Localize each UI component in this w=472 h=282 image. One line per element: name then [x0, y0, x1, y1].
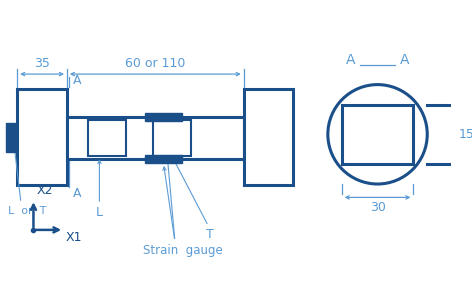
Text: A: A	[346, 53, 355, 67]
Bar	[88, 120, 126, 156]
Bar	[6, 123, 17, 151]
Bar	[145, 155, 182, 163]
Text: A: A	[73, 187, 81, 200]
Circle shape	[328, 85, 427, 184]
Bar	[244, 89, 294, 185]
Text: 35: 35	[34, 57, 50, 70]
Bar	[153, 120, 191, 156]
Bar	[342, 105, 413, 164]
Bar	[67, 117, 244, 159]
Text: X2: X2	[36, 184, 53, 197]
Bar	[145, 113, 182, 121]
Text: X1: X1	[66, 231, 83, 244]
Text: L  or  T: L or T	[8, 206, 46, 216]
Text: A: A	[400, 53, 409, 67]
Text: 60 or 110: 60 or 110	[125, 57, 185, 70]
Text: 30: 30	[370, 201, 386, 214]
Text: 15: 15	[459, 128, 472, 141]
Text: T: T	[206, 228, 214, 241]
Text: Strain  gauge: Strain gauge	[143, 244, 222, 257]
Bar	[17, 89, 67, 185]
Text: L: L	[96, 206, 103, 219]
Text: A: A	[73, 74, 81, 87]
